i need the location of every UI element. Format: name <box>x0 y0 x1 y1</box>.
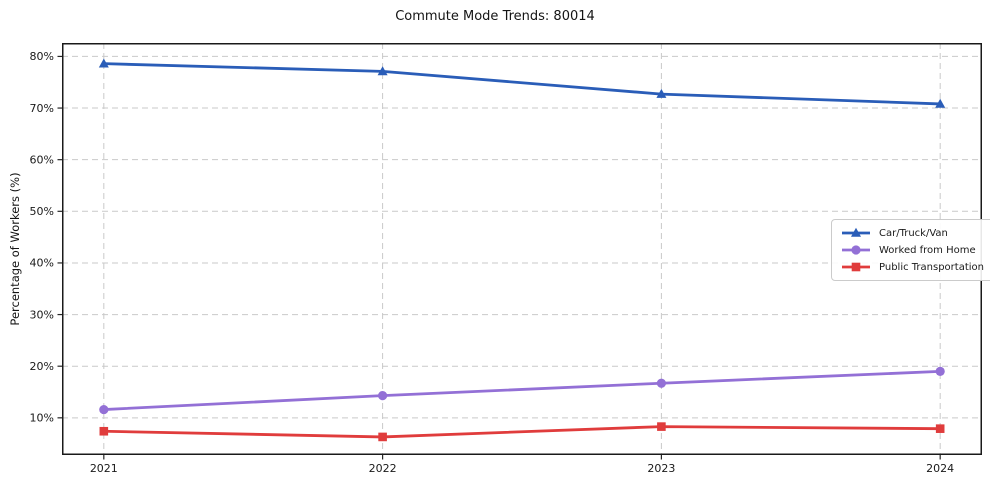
data-point-circle <box>656 378 666 388</box>
x-tick-label: 2022 <box>369 462 397 475</box>
chart-title: Commute Mode Trends: 80014 <box>395 9 595 24</box>
data-point-triangle <box>656 88 667 98</box>
series-line-2 <box>102 425 942 439</box>
series-line-0 <box>102 62 942 106</box>
y-tick-label: 50% <box>30 205 54 218</box>
legend-item-1: Worked from Home <box>841 243 984 257</box>
plot-area: 2021 2022 2023 2024 10% 20% 30% 40% 50% 60% 70% 80% <box>30 43 982 475</box>
data-point-triangle <box>851 227 861 237</box>
y-axis-label: Percentage of Workers (%) <box>8 172 22 326</box>
legend-label-2: Public Transportation <box>879 261 984 273</box>
y-tick-label: 70% <box>30 102 54 115</box>
data-point-triangle <box>935 98 946 108</box>
y-tick-label: 60% <box>30 153 54 166</box>
data-point-square <box>657 422 666 431</box>
legend-item-0: Car/Truck/Van <box>841 226 984 240</box>
y-tick-label: 30% <box>30 308 54 321</box>
data-point-triangle <box>98 58 109 68</box>
y-tick-label: 40% <box>30 257 54 270</box>
data-point-circle <box>851 245 861 255</box>
x-tick-label: 2023 <box>647 462 675 475</box>
x-tick-label: 2024 <box>926 462 954 475</box>
data-point-circle <box>99 404 109 415</box>
y-tick-label: 10% <box>30 412 54 425</box>
y-tick-label: 80% <box>30 50 54 63</box>
legend-label-1: Worked from Home <box>879 244 976 256</box>
data-point-square <box>935 424 945 433</box>
data-point-circle <box>935 366 945 376</box>
x-tick-label: 2021 <box>90 462 118 475</box>
legend-item-2: Public Transportation <box>841 260 984 274</box>
legend: Car/Truck/Van Worked from Home Public Tran… <box>831 219 990 281</box>
data-point-square <box>378 432 387 442</box>
series-line-1 <box>102 369 942 411</box>
data-point-square <box>99 426 109 436</box>
legend-label-0: Car/Truck/Van <box>879 227 948 239</box>
data-point-square <box>851 262 861 272</box>
legend-triangle-marker-icon <box>842 227 870 237</box>
y-tick-label: 20% <box>30 360 54 373</box>
legend-circle-marker-icon <box>842 245 870 255</box>
data-point-circle <box>378 391 388 401</box>
legend-square-marker-icon <box>842 262 870 272</box>
data-point-triangle <box>377 66 388 76</box>
